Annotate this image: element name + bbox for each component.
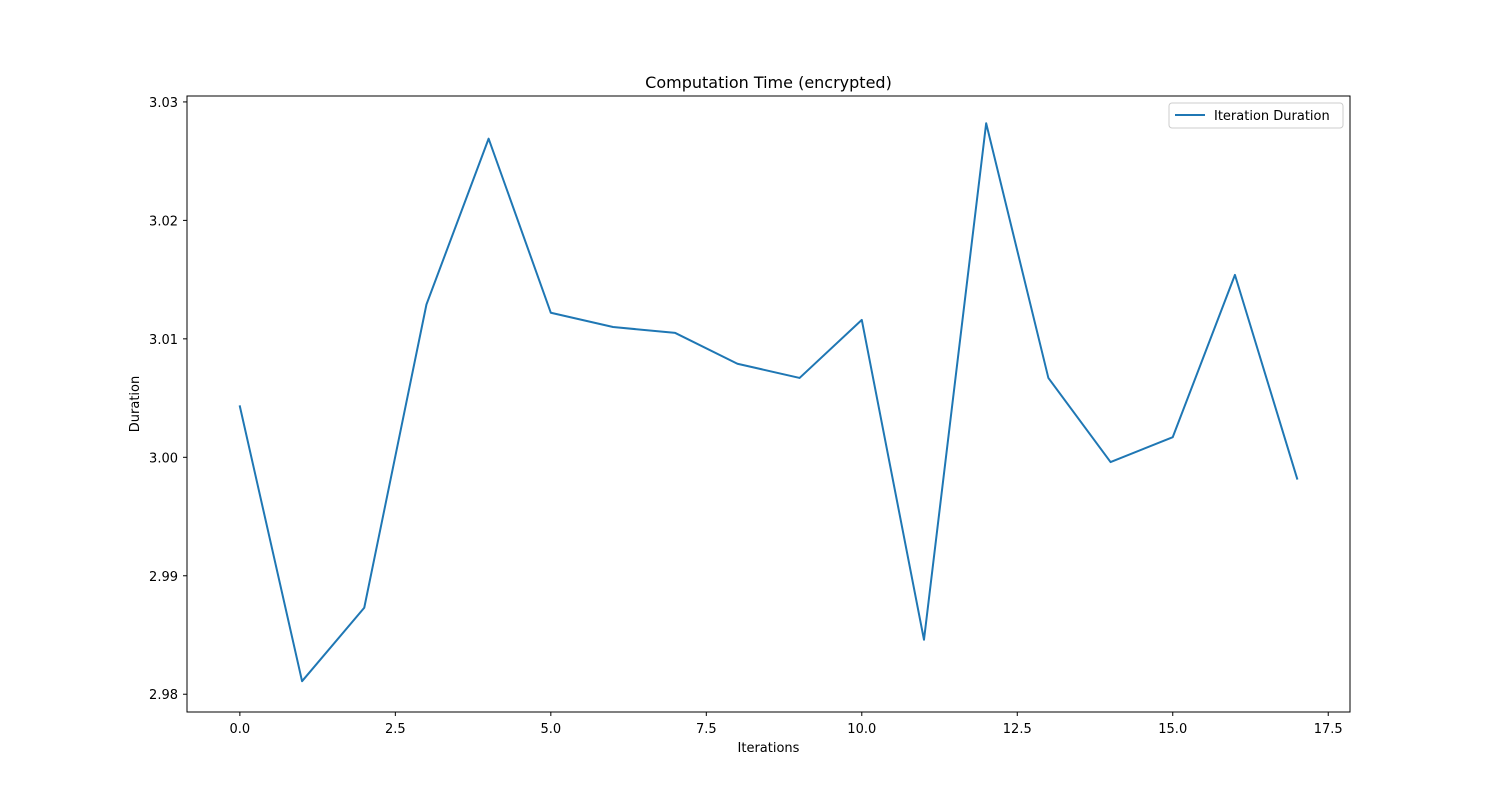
y-tick-label: 2.98 bbox=[149, 688, 178, 703]
series-layer bbox=[240, 123, 1297, 681]
y-tick-label: 3.00 bbox=[149, 451, 178, 466]
x-tick-label: 7.5 bbox=[696, 722, 717, 737]
y-tick-label: 3.02 bbox=[149, 214, 178, 229]
x-tick-label: 5.0 bbox=[540, 722, 561, 737]
y-tick-label: 3.01 bbox=[149, 333, 178, 348]
x-axis-ticks: 0.0 2.5 5.0 7.5 10.0 12.5 15.0 17.5 bbox=[230, 712, 1343, 737]
x-tick-label: 15.0 bbox=[1158, 722, 1187, 737]
y-axis-ticks: 2.98 2.99 3.00 3.01 3.02 3.03 bbox=[149, 96, 187, 703]
x-axis-label: Iterations bbox=[738, 741, 800, 756]
legend-label: Iteration Duration bbox=[1214, 109, 1330, 124]
series-line-iteration-duration bbox=[240, 123, 1297, 681]
y-axis-label: Duration bbox=[128, 376, 143, 432]
x-tick-label: 10.0 bbox=[847, 722, 876, 737]
legend: Iteration Duration bbox=[1169, 103, 1343, 128]
chart-title: Computation Time (encrypted) bbox=[645, 73, 892, 92]
x-tick-label: 2.5 bbox=[385, 722, 406, 737]
y-tick-label: 3.03 bbox=[149, 96, 178, 111]
x-tick-label: 12.5 bbox=[1003, 722, 1032, 737]
y-tick-label: 2.99 bbox=[149, 570, 178, 585]
plot-frame bbox=[187, 96, 1350, 712]
x-tick-label: 17.5 bbox=[1314, 722, 1343, 737]
x-tick-label: 0.0 bbox=[230, 722, 251, 737]
